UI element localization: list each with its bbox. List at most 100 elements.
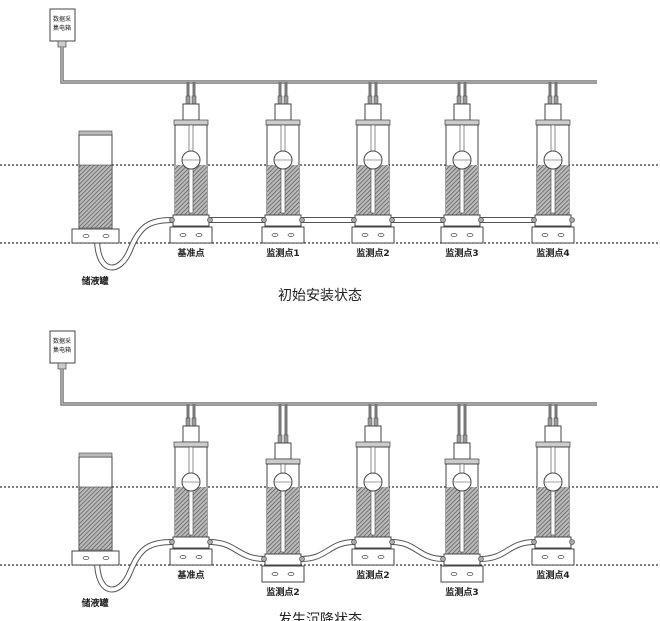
tube-fitting — [261, 556, 267, 562]
sensor-cap — [444, 119, 480, 126]
sensor-base — [440, 565, 484, 583]
box-connector — [57, 362, 67, 370]
tube-fitting — [478, 217, 484, 223]
cable-gland — [553, 95, 559, 105]
bolt-hole — [287, 572, 295, 576]
main-cable-core — [61, 47, 597, 83]
tube-fitting — [261, 217, 267, 223]
sensor-label: 基准点 — [176, 247, 204, 259]
sensor-4: 监测点4 — [531, 82, 575, 259]
sensor-label: 监测点2 — [266, 586, 299, 598]
bolt-hole — [466, 572, 474, 576]
sensor-connector — [274, 442, 292, 460]
cable-gland — [456, 434, 462, 444]
sensor-flange — [354, 536, 392, 549]
sensor-0: 基准点 — [169, 82, 213, 259]
sensor-1: 监测点1 — [261, 82, 305, 259]
cable-gland — [283, 95, 289, 105]
sensor-base — [351, 226, 395, 244]
tube-fitting — [169, 539, 175, 545]
sensor-connector — [364, 103, 382, 121]
sensor-connector — [453, 103, 471, 121]
tube-fitting — [207, 217, 213, 223]
cable-gland — [367, 95, 373, 105]
bolt-hole — [466, 233, 474, 237]
tank-label: 储液罐 — [81, 597, 108, 609]
sensor-cap — [535, 119, 571, 126]
sensor-base — [531, 548, 575, 566]
bolt-hole — [541, 233, 549, 237]
sensor-cap — [444, 458, 480, 465]
cable-gland — [462, 95, 468, 105]
sensor-label: 监测点1 — [266, 247, 299, 259]
sensor-label: 基准点 — [176, 569, 204, 581]
box-label: 集电箱 — [53, 346, 71, 354]
sensor-label: 监测点2 — [356, 569, 389, 581]
cable-gland — [553, 417, 559, 427]
bolt-hole — [82, 234, 90, 238]
sensor-1: 监测点2 — [261, 404, 305, 598]
sensor-connector — [274, 103, 292, 121]
sensor-cap — [173, 119, 209, 126]
bolt-hole — [377, 233, 385, 237]
sensor-2: 监测点2 — [351, 82, 395, 259]
tube-fitting — [299, 556, 305, 562]
sensor-base — [169, 548, 213, 566]
sensor-flange — [354, 214, 392, 227]
box-label: 数据采 — [53, 15, 71, 23]
tube-fitting — [478, 556, 484, 562]
tube-fitting — [389, 217, 395, 223]
sensor-cap — [265, 458, 301, 465]
sensor-flange — [534, 214, 572, 227]
bolt-hole — [271, 572, 279, 576]
cable-gland — [373, 95, 379, 105]
bolt-hole — [361, 555, 369, 559]
sensor-0: 基准点 — [169, 404, 213, 581]
sensor-base — [531, 226, 575, 244]
sensor-flange — [172, 536, 210, 549]
box-label: 数据采 — [53, 337, 71, 345]
tube-fitting — [389, 539, 395, 545]
data-collection-box — [49, 8, 76, 42]
tank-lid — [78, 452, 113, 458]
bolt-hole — [195, 555, 203, 559]
tube-fitting — [207, 539, 213, 545]
bolt-hole — [102, 234, 110, 238]
cable-gland — [462, 434, 468, 444]
float-rod — [280, 463, 286, 553]
bolt-hole — [450, 233, 458, 237]
main-cable — [60, 47, 597, 84]
sensor-label: 监测点3 — [445, 247, 478, 259]
cable-gland — [547, 95, 553, 105]
tube-fitting — [299, 217, 305, 223]
cable-gland — [191, 95, 197, 105]
box-label: 集电箱 — [53, 24, 71, 32]
panel-title: 初始安装状态 — [278, 287, 362, 304]
sensor-cap — [173, 441, 209, 448]
sensor-connector — [182, 425, 200, 443]
sensor-4: 监测点4 — [531, 404, 575, 581]
cable-gland — [191, 417, 197, 427]
float-rod — [459, 463, 465, 553]
main-cable — [60, 369, 597, 406]
sensor-base — [440, 226, 484, 244]
bolt-hole — [541, 555, 549, 559]
sensor-connector — [453, 442, 471, 460]
cable-gland — [547, 417, 553, 427]
tank-base — [71, 550, 120, 566]
sensor-connector — [182, 103, 200, 121]
cable-gland — [456, 95, 462, 105]
tank-liquid — [78, 164, 113, 229]
sensor-flange — [534, 536, 572, 549]
tank-label: 储液罐 — [81, 275, 108, 287]
sensor-label: 监测点2 — [356, 247, 389, 259]
bolt-hole — [377, 555, 385, 559]
bolt-hole — [557, 233, 565, 237]
sensor-cap — [355, 441, 391, 448]
cable-gland — [185, 95, 191, 105]
sensor-2: 监测点2 — [351, 404, 395, 581]
cable-gland — [373, 417, 379, 427]
tube-fitting — [531, 217, 537, 223]
sensor-base — [169, 226, 213, 244]
